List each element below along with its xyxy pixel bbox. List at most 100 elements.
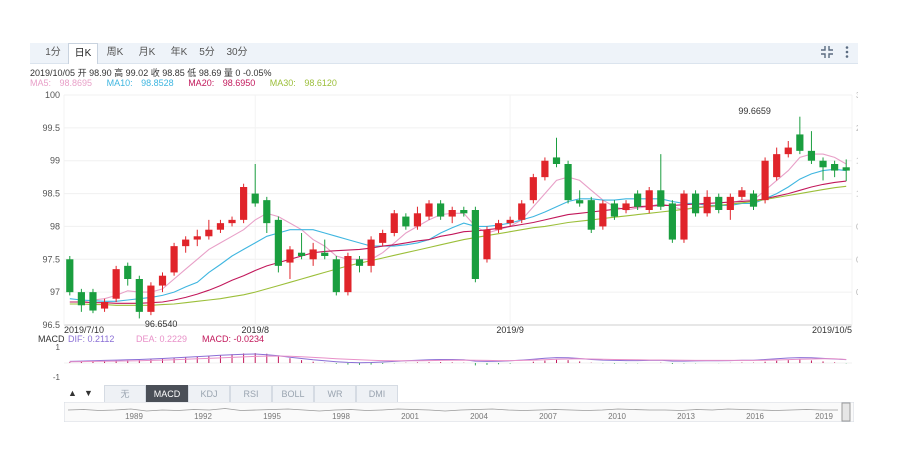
candle — [367, 236, 375, 273]
scroll-up-arrow[interactable]: ▲ — [68, 388, 77, 398]
info-change: -0.05% — [242, 68, 272, 78]
info-open-label: 开 — [77, 68, 87, 78]
candle-body — [483, 229, 491, 260]
candle-body — [703, 196, 711, 214]
candle — [657, 154, 665, 210]
candle — [796, 116, 804, 155]
candle-body — [680, 193, 688, 240]
candle-body — [796, 134, 804, 151]
candle — [529, 173, 537, 204]
macd-chart[interactable]: MACD DIF: 0.2112 DEA: 0.2229 MACD: -0.0234 1… — [30, 333, 858, 383]
candle — [240, 183, 248, 224]
tab-indicator-dmi[interactable]: DMI — [356, 385, 398, 403]
candle-body — [147, 285, 155, 312]
candle — [587, 196, 595, 233]
ma30-value: 98.6120 — [304, 78, 337, 88]
candle — [158, 272, 167, 293]
tab-monthly[interactable]: 月K — [138, 47, 156, 58]
info-close-label: 收 — [150, 68, 160, 78]
tab-weekly[interactable]: 周K — [106, 47, 124, 58]
fullscreen-icon[interactable] — [820, 45, 834, 62]
candle — [193, 229, 201, 247]
candle — [205, 219, 213, 240]
tab-yearly[interactable]: 年K — [170, 47, 188, 58]
candle-body — [807, 150, 816, 161]
candle-body — [77, 292, 85, 306]
x-tick-label: 2019/9 — [496, 325, 524, 333]
candle-body — [170, 246, 178, 273]
y-tick-label: 100 — [45, 90, 60, 100]
candle-body — [564, 164, 572, 201]
scroll-down-arrow[interactable]: ▼ — [84, 388, 93, 398]
candle — [691, 190, 700, 217]
candle-body — [819, 160, 827, 168]
overview-year-label: 1989 — [125, 412, 143, 421]
candle-body — [100, 302, 109, 309]
candle-body — [541, 160, 549, 178]
ma10-legend: MA10: 98.8528 — [107, 78, 180, 88]
candle-body — [738, 190, 746, 197]
candle-body — [842, 167, 850, 171]
candle — [738, 187, 746, 201]
ma5-label: MA5: — [30, 78, 52, 88]
candlestick-chart[interactable]: 100 99.5 99 98.5 98 97.5 97 96.5 3% 2% 1.5% 1% 0% 0% 0… — [30, 89, 858, 333]
tab-5min[interactable]: 5分 — [199, 47, 215, 58]
info-high-label: 高 — [114, 68, 124, 78]
candle-body — [506, 219, 514, 224]
ma10-line — [69, 168, 847, 302]
ma5-line — [69, 153, 847, 303]
info-date: 2019/10/05 — [30, 68, 76, 78]
tab-daily[interactable]: 日K — [68, 43, 98, 64]
tab-indicator-none[interactable]: 无 — [104, 385, 146, 403]
y-tick-label: 98 — [50, 221, 60, 231]
candle — [286, 246, 294, 279]
candle — [66, 256, 74, 296]
candle-body — [657, 190, 665, 207]
candle — [761, 157, 769, 204]
candle — [437, 200, 445, 220]
tab-indicator-boll[interactable]: BOLL — [272, 385, 314, 403]
more-vertical-icon[interactable] — [844, 45, 850, 62]
candle — [379, 229, 387, 247]
candle-body — [402, 216, 410, 227]
candle — [471, 206, 479, 283]
candle-body — [112, 269, 120, 299]
candle — [726, 193, 734, 220]
ma10-label: MA10: — [106, 78, 133, 88]
candle — [807, 131, 816, 164]
timeline-overview[interactable]: 1989 1992 1995 1998 2001 2004 2007 2010 2013 2016… — [64, 402, 854, 422]
candle-body — [552, 157, 561, 164]
overview-year-label: 2010 — [608, 412, 626, 421]
candle-body — [494, 223, 503, 230]
candle-body — [274, 219, 282, 266]
tab-indicator-macd[interactable]: MACD — [146, 385, 188, 403]
candle — [819, 157, 827, 181]
y-right-tick-label: 0% — [856, 288, 858, 297]
info-open: 98.90 — [89, 68, 112, 78]
candle-body — [622, 203, 630, 210]
indicator-tabs: ▲ ▼ 无 MACD KDJ RSI BOLL WR DMI — [30, 385, 858, 403]
tab-indicator-wr[interactable]: WR — [314, 385, 356, 403]
overview-year-label: 2016 — [746, 412, 764, 421]
y-tick-label: 96.5 — [42, 320, 60, 330]
macd-y-tick: -1 — [53, 373, 61, 382]
candle-body — [691, 193, 700, 214]
candle — [344, 252, 352, 296]
tab-indicator-kdj[interactable]: KDJ — [188, 385, 230, 403]
tab-indicator-rsi[interactable]: RSI — [230, 385, 272, 403]
candle — [842, 159, 850, 182]
candle-body — [379, 233, 387, 243]
tab-1min[interactable]: 1分 — [45, 47, 61, 58]
ma-legend: MA5: 98.8695 MA10: 98.8528 MA20: 98.6950… — [30, 78, 349, 88]
overview-year-label: 1998 — [332, 412, 350, 421]
info-volume: 0 — [235, 68, 241, 78]
candle-body — [228, 219, 236, 224]
tab-30min[interactable]: 30分 — [226, 47, 248, 58]
candle — [332, 256, 340, 296]
y-right-tick-label: 2% — [856, 124, 858, 133]
candle — [610, 200, 619, 220]
price-annotation: 96.6540 — [145, 319, 178, 329]
candle-body — [715, 196, 723, 210]
candle-body — [471, 210, 479, 279]
candle — [506, 216, 514, 227]
